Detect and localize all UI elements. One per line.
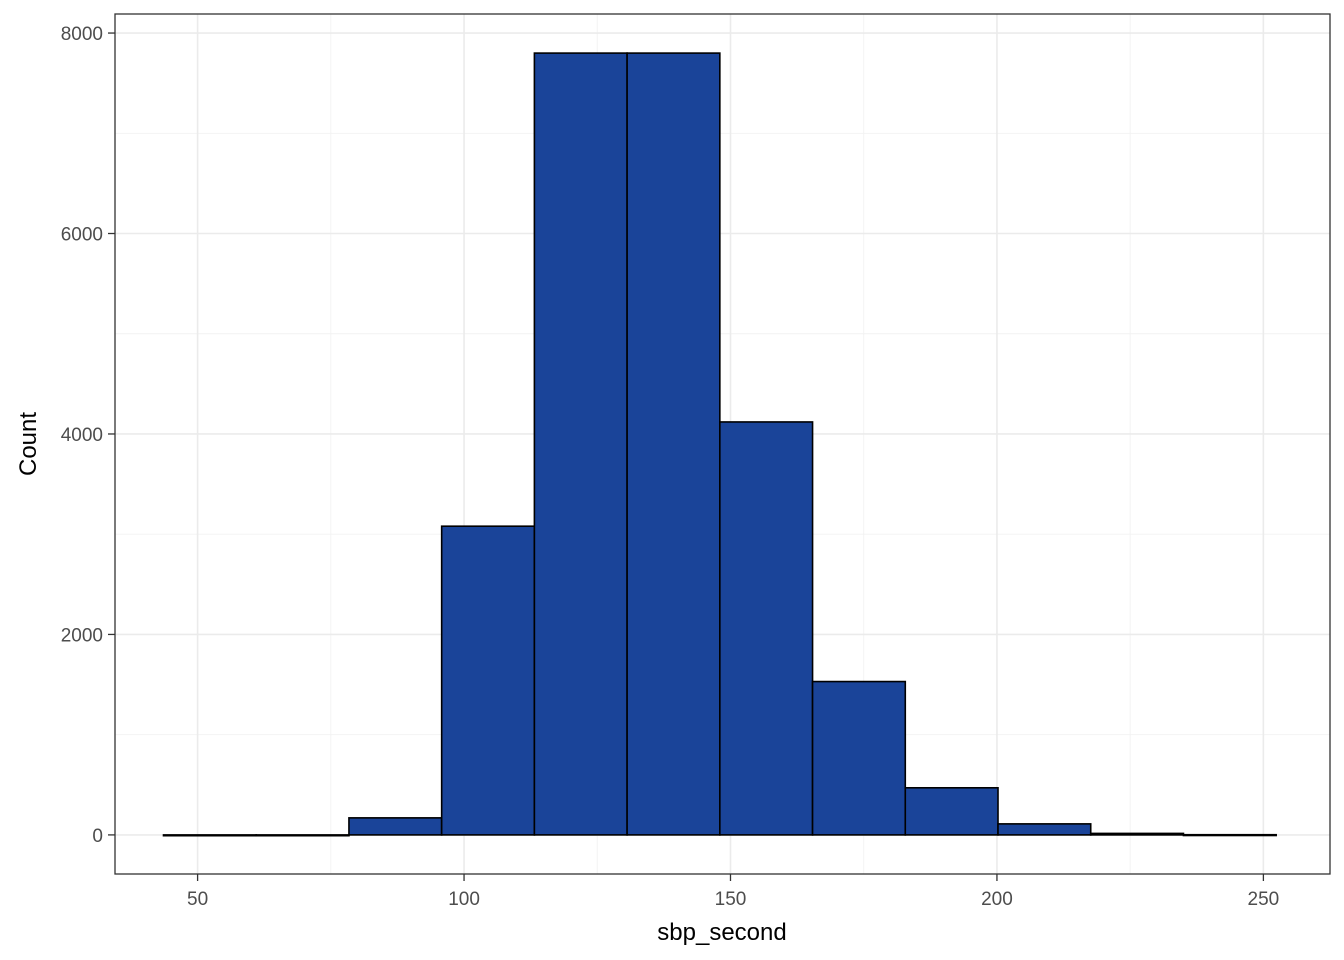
histogram-bar [997, 823, 1092, 836]
y-axis-ticks: 0 2000 4000 6000 8000 [61, 24, 115, 847]
x-axis-title: sbp_second [657, 919, 786, 946]
y-tick-label: 2000 [61, 625, 103, 646]
histogram-bar [348, 817, 443, 836]
x-tick-label: 50 [187, 889, 208, 910]
y-axis-title: Count [15, 412, 42, 476]
histogram-bar [440, 525, 536, 836]
histogram-bar [255, 834, 350, 837]
y-tick-label: 8000 [61, 24, 103, 45]
histogram-bars [162, 52, 1277, 837]
x-axis-ticks: 50 100 150 200 250 [187, 874, 1279, 910]
y-tick-label: 0 [92, 826, 103, 847]
histogram-bar [533, 52, 628, 836]
x-tick-label: 100 [448, 889, 480, 910]
y-tick-label: 6000 [61, 225, 103, 246]
x-tick-label: 200 [981, 889, 1013, 910]
histogram-bar [811, 680, 907, 836]
x-tick-label: 250 [1248, 889, 1280, 910]
histogram-bar [904, 786, 999, 836]
x-tick-label: 150 [715, 889, 747, 910]
histogram-bar [162, 834, 258, 837]
plot-panel-border [114, 13, 1331, 875]
histogram-bar [1182, 833, 1277, 837]
histogram-bar [626, 52, 721, 836]
histogram-bar [1089, 832, 1185, 836]
histogram-bar [719, 421, 814, 836]
y-tick-label: 4000 [61, 425, 103, 446]
